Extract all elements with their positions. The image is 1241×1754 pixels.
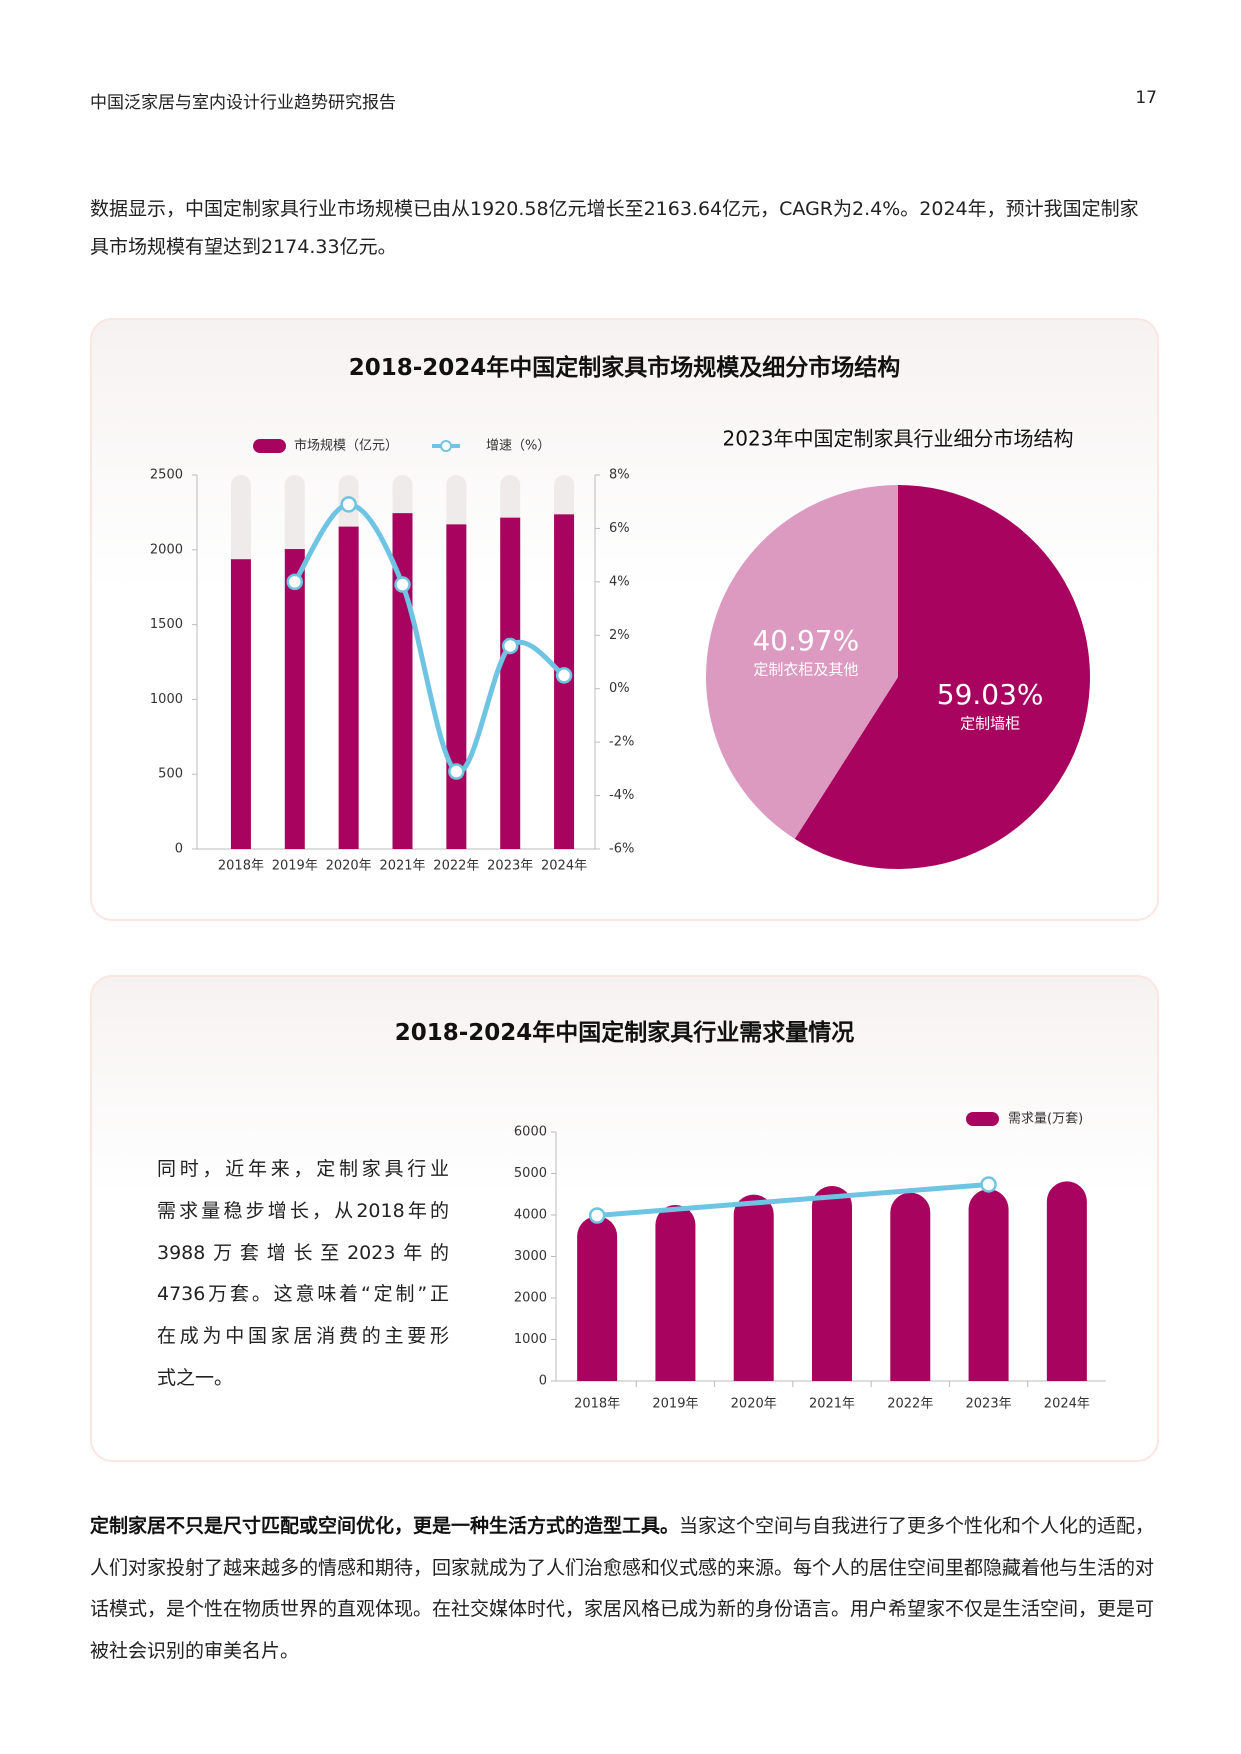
- bar: [733, 1194, 774, 1381]
- text-line: 4736万套。这意味着“定制”正: [157, 1283, 449, 1306]
- y-tick-label: 1000: [514, 1332, 547, 1347]
- x-tick-label: 2022年: [887, 1397, 933, 1412]
- pie-value-label: 40.97%: [752, 624, 859, 657]
- x-tick-label: 2021年: [809, 1397, 855, 1412]
- x-tick-label: 2018年: [574, 1397, 620, 1412]
- y-tick-label: 0: [539, 1374, 547, 1389]
- pie-category-label: 定制衣柜及其他: [753, 661, 858, 679]
- line-marker: [501, 637, 519, 655]
- line-marker: [980, 1176, 997, 1193]
- pie-slice: [706, 485, 898, 839]
- y-tick-label: 3000: [514, 1249, 547, 1264]
- y-tick-label: 4000: [514, 1208, 547, 1223]
- body-paragraph: 定制家居不只是尺寸匹配或空间优化，更是一种生活方式的造型工具。当家这个空间与自我…: [90, 1506, 1157, 1672]
- y2-tick-label: -6%: [609, 842, 634, 857]
- x-tick-label: 2019年: [272, 859, 318, 874]
- line-marker: [394, 576, 411, 593]
- body-text: 当家这个空间与自我进行了更多个性化和个人化的适配，人们对家投射了越来越多的情感和…: [90, 1515, 1155, 1662]
- line-series: [292, 501, 567, 775]
- y2-tick-label: -4%: [609, 788, 634, 803]
- body-lead: 定制家居不只是尺寸匹配或空间优化，更是一种生活方式的造型工具。: [90, 1515, 680, 1537]
- y-tick-label: 500: [158, 767, 183, 782]
- pie-title: 2023年中国定制家具行业细分市场结构: [723, 427, 1074, 451]
- y-tick-label: 5000: [514, 1166, 547, 1181]
- x-tick-label: 2023年: [966, 1397, 1012, 1412]
- bar: [446, 524, 467, 849]
- y2-tick-label: 0%: [609, 681, 630, 696]
- header-title: 中国泛家居与室内设计行业趋势研究报告: [90, 93, 396, 113]
- bar: [577, 1216, 618, 1381]
- bar: [1046, 1181, 1087, 1381]
- line-marker: [588, 1207, 606, 1224]
- text-line: 在成为中国家居消费的主要形: [157, 1325, 449, 1348]
- legend-label: 市场规模（亿元）: [294, 438, 398, 454]
- pie-slice: [794, 485, 1090, 869]
- bar: [500, 517, 521, 849]
- bar: [338, 526, 359, 849]
- line-marker: [555, 667, 573, 684]
- line-marker: [448, 763, 465, 780]
- y-tick-label: 1000: [150, 692, 183, 707]
- page-number: 17: [1135, 88, 1157, 108]
- y-tick-label: 1500: [150, 617, 183, 632]
- x-tick-label: 2020年: [731, 1397, 777, 1412]
- legend-label: 需求量(万套): [1008, 1111, 1083, 1127]
- legend-swatch: [966, 1112, 999, 1126]
- y-tick-label: 2500: [150, 468, 183, 483]
- bar: [230, 559, 251, 849]
- y-tick-label: 0: [175, 842, 183, 857]
- text-line: 式之一。: [157, 1367, 234, 1389]
- panel-title: 2018-2024年中国定制家具市场规模及细分市场结构: [348, 355, 901, 381]
- x-tick-label: 2020年: [326, 859, 372, 874]
- text-line: 需求量稳步增长，从2018年的: [157, 1199, 449, 1222]
- line-marker: [286, 573, 304, 591]
- x-tick-label: 2024年: [1044, 1397, 1090, 1412]
- y2-tick-label: -2%: [609, 735, 634, 750]
- y2-tick-label: 6%: [609, 521, 630, 536]
- y-tick-label: 2000: [150, 542, 183, 557]
- x-tick-label: 2021年: [379, 859, 425, 874]
- x-tick-label: 2022年: [433, 859, 479, 874]
- line-series: [594, 1181, 992, 1218]
- line-marker: [340, 496, 357, 513]
- x-tick-label: 2023年: [487, 859, 533, 874]
- legend-swatch: [440, 440, 452, 452]
- y2-tick-label: 4%: [609, 574, 630, 589]
- x-tick-label: 2018年: [218, 859, 264, 874]
- x-tick-label: 2024年: [541, 859, 587, 874]
- panel-title: 2018-2024年中国定制家具行业需求量情况: [394, 1020, 855, 1046]
- y2-tick-label: 2%: [609, 628, 630, 643]
- intro-paragraph: 数据显示，中国定制家具行业市场规模已由从1920.58亿元增长至2163.64亿…: [90, 198, 1139, 258]
- y-tick-label: 2000: [514, 1291, 547, 1306]
- bar: [655, 1205, 696, 1381]
- bar: [812, 1185, 852, 1381]
- x-tick-label: 2019年: [652, 1397, 698, 1412]
- y2-tick-label: 8%: [609, 468, 630, 483]
- legend-label: 增速（%）: [486, 439, 550, 454]
- text-line: 3988万套增长至2023年的: [157, 1241, 449, 1264]
- y-tick-label: 6000: [514, 1125, 547, 1140]
- pie-category-label: 定制墙柜: [960, 714, 1020, 732]
- bar: [890, 1192, 931, 1381]
- legend-swatch: [253, 439, 286, 453]
- pie-value-label: 59.03%: [937, 678, 1044, 711]
- bar: [284, 549, 305, 849]
- bar: [968, 1189, 1009, 1381]
- text-line: 同时，近年来，定制家具行业: [157, 1158, 449, 1180]
